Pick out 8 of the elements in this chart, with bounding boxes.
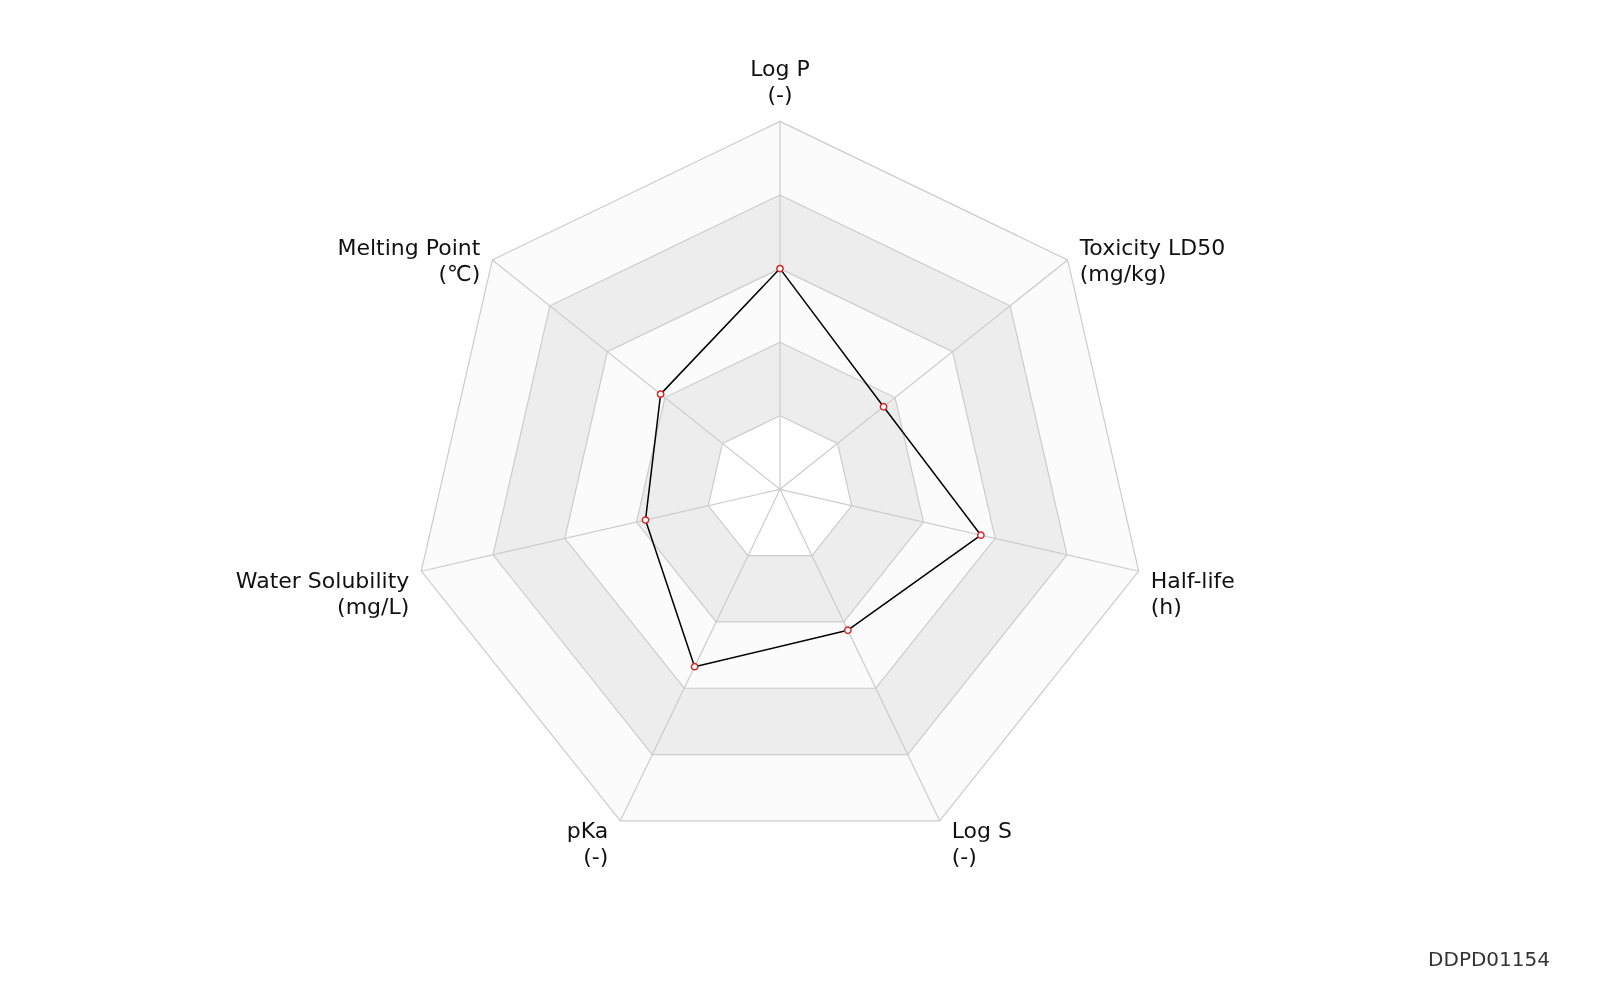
- spoke-label: Water Solubility (mg/L): [235, 568, 410, 620]
- spoke-label: Half-life (h): [1150, 568, 1235, 620]
- spoke-label: Toxicity LD50 (mg/kg): [1078, 234, 1226, 286]
- spoke-label: Log P (-): [750, 56, 810, 108]
- spoke-label: Log S (-): [951, 817, 1012, 869]
- spoke-label: pKa (-): [566, 817, 609, 869]
- spoke-label: Melting Point (℃): [337, 234, 481, 286]
- text: DDPD01154: [1428, 947, 1550, 971]
